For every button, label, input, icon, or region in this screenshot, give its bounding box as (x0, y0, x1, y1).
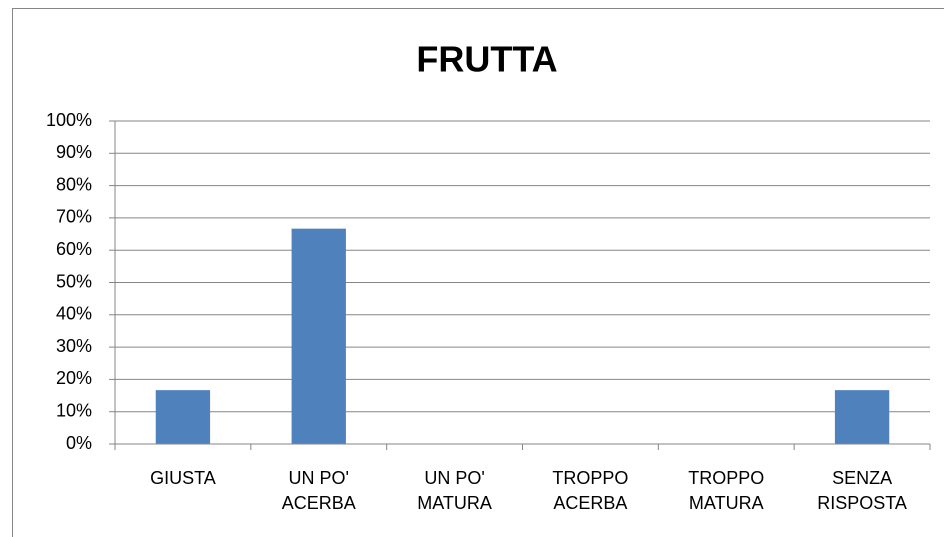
y-tick-label: 20% (56, 368, 92, 388)
y-tick-label: 60% (56, 239, 92, 259)
x-tick-label: TROPPO ACERBA (552, 468, 629, 513)
x-tick-label: GIUSTA (150, 468, 216, 488)
chart-title: FRUTTA (416, 39, 557, 80)
x-tick-label: SENZA RISPOSTA (817, 468, 907, 513)
y-tick-label: 0% (66, 433, 92, 453)
bar (291, 228, 346, 444)
chart-frame (12, 8, 944, 537)
y-tick-label: 80% (56, 174, 92, 194)
x-tick-label: UN PO' MATURA (417, 468, 492, 513)
y-tick-label: 90% (56, 142, 92, 162)
x-tick-label: TROPPO MATURA (688, 468, 765, 513)
y-tick-label: 70% (56, 207, 92, 227)
x-tick-label: UN PO' ACERBA (281, 468, 356, 513)
y-tick-label: 100% (46, 110, 92, 130)
y-tick-label: 50% (56, 271, 92, 291)
bar (155, 390, 211, 444)
y-tick-label: 30% (56, 336, 92, 356)
y-tick-label: 40% (56, 304, 92, 324)
y-tick-label: 10% (56, 400, 92, 420)
bar (834, 390, 890, 444)
